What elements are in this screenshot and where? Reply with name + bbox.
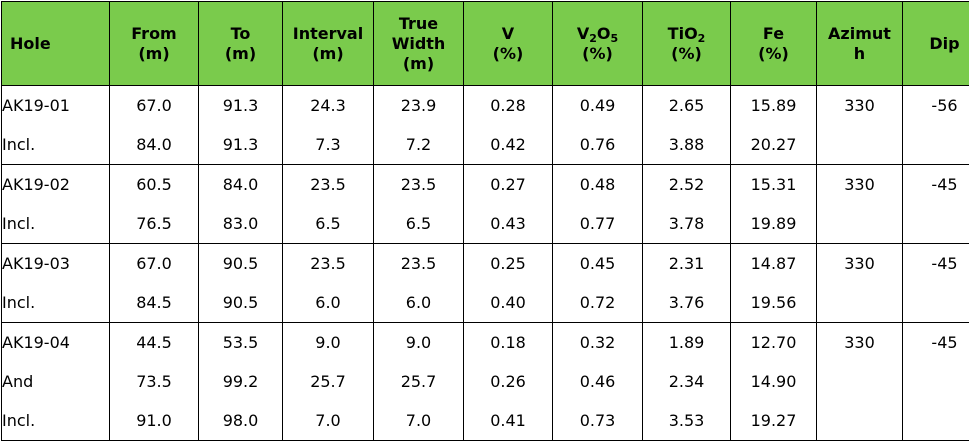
header-hole: Hole <box>2 2 110 86</box>
header-dip: Dip <box>903 2 969 86</box>
azimuth-cell: 330 <box>817 86 903 165</box>
header-fe: Fe(%) <box>731 2 817 86</box>
header-tio2: TiO2(%) <box>643 2 731 86</box>
header-from: From(m) <box>110 2 199 86</box>
header-v: V(%) <box>464 2 553 86</box>
dip-cell: -45 <box>903 165 969 244</box>
header-to: To(m) <box>199 2 283 86</box>
header-v2o5: V2O5(%) <box>553 2 643 86</box>
azimuth-cell: 330 <box>817 165 903 244</box>
dip-cell: -56 <box>903 86 969 165</box>
azimuth-cell: 330 <box>817 244 903 323</box>
azimuth-cell: 330 <box>817 323 903 441</box>
dip-cell: -45 <box>903 244 969 323</box>
header-interval: Interval(m) <box>283 2 374 86</box>
dip-cell: -45 <box>903 323 969 441</box>
